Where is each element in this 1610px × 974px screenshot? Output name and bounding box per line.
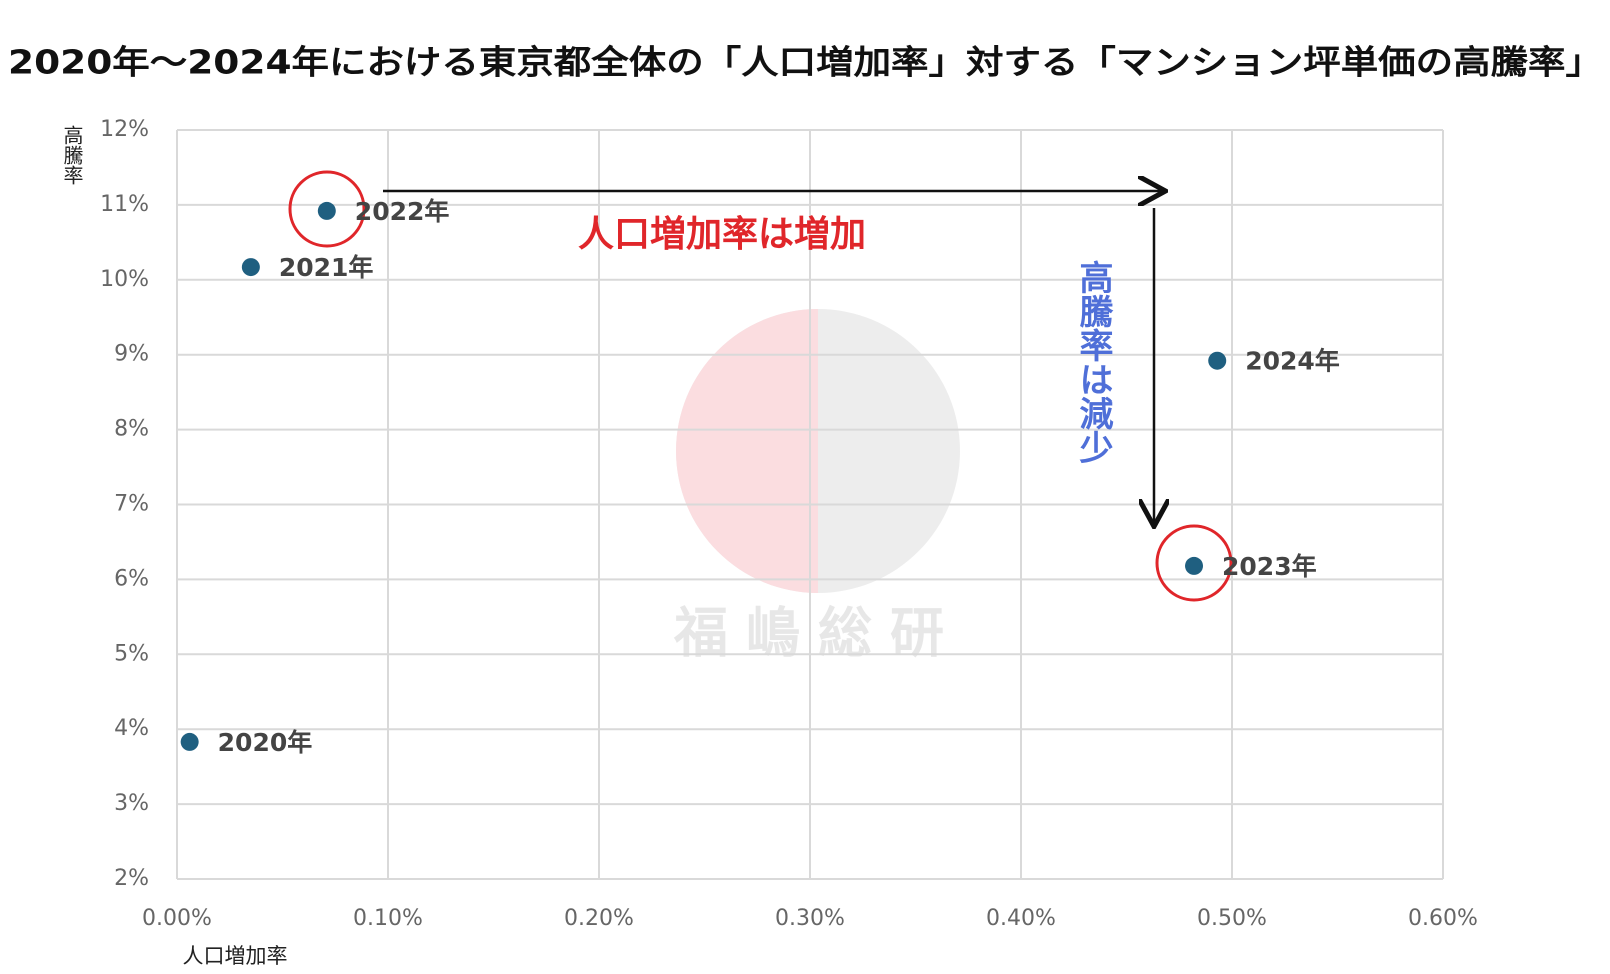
y-tick-label: 5% xyxy=(114,641,149,666)
annotation: 高騰率は減少 xyxy=(1073,260,1113,464)
watermark-logo-half xyxy=(676,309,818,593)
annotation: 人口増加率は増加 xyxy=(578,214,866,255)
point xyxy=(241,258,260,277)
point xyxy=(1185,556,1204,575)
y-tick-label: 2% xyxy=(114,866,149,891)
highlight-circle xyxy=(288,170,366,248)
point-label: 2021年 xyxy=(279,253,374,282)
watermark-logo xyxy=(676,309,960,593)
x-tick-label: 0.50% xyxy=(1197,906,1267,931)
y-tick-label: 10% xyxy=(100,267,149,292)
x-tick-label: 0.00% xyxy=(142,906,212,931)
y-tick-label: 4% xyxy=(114,716,149,741)
y-tick-label: 3% xyxy=(114,791,149,816)
y-tick-label: 12% xyxy=(100,117,149,142)
point-label: 2023年 xyxy=(1222,552,1317,581)
x-tick-label: 0.40% xyxy=(986,906,1056,931)
y-tick-label: 11% xyxy=(100,192,149,217)
y-axis-label: 高騰率 xyxy=(60,125,84,185)
point-label: 2022年 xyxy=(355,197,450,226)
point xyxy=(317,201,336,220)
x-tick-label: 0.20% xyxy=(564,906,634,931)
x-tick-label: 0.10% xyxy=(353,906,423,931)
y-tick-label: 7% xyxy=(114,492,149,517)
x-axis-label: 人口増加率 xyxy=(183,944,288,968)
grid xyxy=(176,129,1444,880)
chart-title: 2020年〜2024年における東京都全体の「人口増加率」対する「マンション坪単価… xyxy=(8,43,1603,82)
y-tick-label: 6% xyxy=(114,566,149,591)
point-label: 2024年 xyxy=(1245,347,1340,376)
point xyxy=(1208,351,1227,370)
watermark: 福嶋総研 xyxy=(673,309,960,665)
x-tick-label: 0.30% xyxy=(775,906,845,931)
point xyxy=(180,732,199,751)
point-label: 2020年 xyxy=(218,728,313,757)
y-tick-label: 9% xyxy=(114,342,149,367)
y-tick-label: 8% xyxy=(114,417,149,442)
highlight-circle xyxy=(1155,524,1233,602)
x-tick-label: 0.60% xyxy=(1408,906,1478,931)
